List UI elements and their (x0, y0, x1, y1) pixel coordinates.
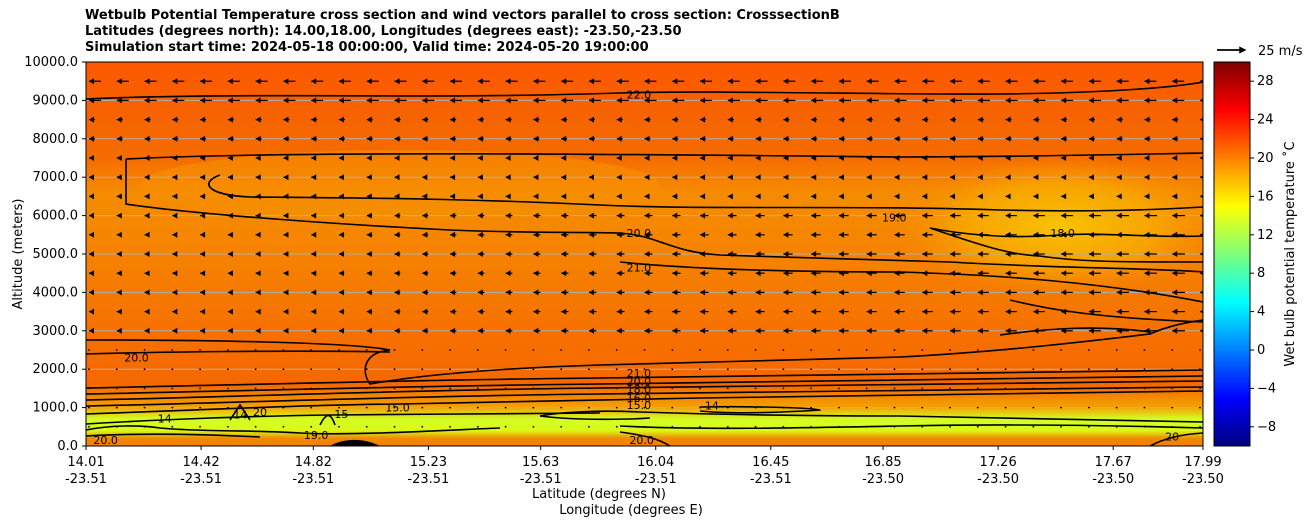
wind-vectors (88, 78, 1203, 428)
x-tick-label-lat: 14.42 (182, 455, 219, 470)
y-tick-label: 3000.0 (33, 324, 79, 339)
contour-label: 18.0 (627, 383, 652, 396)
x-tick-label-lat: 15.23 (410, 455, 447, 470)
contour-label: 14 (705, 400, 719, 413)
colorbar-label: Wet bulb potential temperature ˚C (1282, 141, 1298, 366)
colorbar-tick-label: 28 (1257, 74, 1274, 89)
x-tick-label-lat: 16.45 (752, 455, 789, 470)
x-tick-label-lon: -23.51 (635, 472, 677, 487)
colorbar: −8 −4 0 4 8 12 16 20 24 28 Wet bulb potential tem… (1213, 61, 1298, 447)
contour-label: 20.0 (93, 434, 118, 447)
x-tick-label-lon: -23.50 (1092, 472, 1134, 487)
contour-labels: 22.020.021.019.018.020.021.020.018.016.0… (93, 89, 1179, 448)
x-tick-label-lon: -23.50 (977, 472, 1019, 487)
contour-label: 18.0 (1050, 227, 1075, 240)
x-tick-label-lon: -23.51 (750, 472, 792, 487)
quiver-key: 25 m/s (1217, 44, 1303, 59)
x-tick-label-lat: 16.04 (637, 455, 674, 470)
x-tick-label-lat: 17.26 (980, 455, 1017, 470)
colorbar-tick-label: 16 (1257, 189, 1274, 204)
contour-label: 21.0 (627, 367, 652, 380)
y-tick-label: 9000.0 (33, 93, 79, 108)
contour-lines (86, 81, 1203, 446)
y-tick-label: 1000.0 (33, 401, 79, 416)
y-axis-label: Altitude (meters) (11, 199, 26, 310)
y-tick-label: 8000.0 (33, 132, 79, 147)
x-tick-label-lon: -23.50 (862, 472, 904, 487)
y-tick-label: 7000.0 (33, 170, 79, 185)
colorbar-tick-label: 20 (1257, 151, 1274, 166)
contour-label: 19.0 (882, 212, 907, 225)
colorbar-tick-label: −8 (1257, 420, 1276, 435)
contour-label: 22.0 (627, 89, 652, 102)
x-tick-label-lon: -23.50 (1182, 472, 1224, 487)
colorbar-tick-label: −4 (1257, 381, 1276, 396)
x-tick-label-lon: -23.51 (180, 472, 222, 487)
contour-label: 15.0 (627, 399, 652, 412)
contour-label: 20 (253, 406, 267, 419)
chart-title: Wetbulb Potential Temperature cross sect… (85, 8, 840, 56)
contour-label: 20.0 (627, 375, 652, 388)
x-tick-label-lon: -23.51 (520, 472, 562, 487)
title-line-3: Simulation start time: 2024-05-18 00:00:… (85, 40, 649, 55)
title-line-2: Latitudes (degrees north): 14.00,18.00, … (85, 24, 682, 39)
x-tick-label-lat: 16.85 (864, 455, 901, 470)
colorbar-tick-label: 4 (1257, 305, 1265, 320)
colorbar-tick-label: 12 (1257, 228, 1274, 243)
x-tick-label-lon: -23.51 (65, 472, 107, 487)
contour-label: 20.0 (124, 352, 149, 365)
x-tick-label-lon: -23.51 (407, 472, 449, 487)
x-tick-label-lat: 14.82 (295, 455, 332, 470)
contour-label: 20.0 (627, 227, 652, 240)
quiver-key-label: 25 m/s (1258, 44, 1303, 59)
y-tick-label: 0.0 (57, 439, 78, 454)
y-tick-label: 10000.0 (24, 55, 78, 70)
y-tick-label: 5000.0 (33, 247, 79, 262)
x-tick-label-lat: 15.63 (522, 455, 559, 470)
y-tick-label: 4000.0 (33, 285, 79, 300)
x-axis: 14.01 -23.51 14.42 -23.51 14.82 -23.51 15.23 -2… (65, 446, 1224, 487)
contour-label: 15.0 (385, 402, 410, 415)
contour-label: 20 (1165, 430, 1179, 443)
x-tick-label-lon: -23.51 (292, 472, 334, 487)
contour-label: 19.0 (304, 429, 329, 442)
contour-label: 14 (158, 412, 172, 425)
colorbar-tick-label: 24 (1257, 113, 1274, 128)
x-axis-label-lat: Latitude (degrees N) (532, 487, 666, 502)
title-line-1: Wetbulb Potential Temperature cross sect… (85, 8, 840, 23)
y-tick-label: 2000.0 (33, 362, 79, 377)
contour-label: 15 (334, 408, 348, 421)
contour-label: 20.0 (629, 434, 654, 447)
contour-label: 16.0 (627, 392, 652, 405)
x-axis-label-lon: Longitude (degrees E) (559, 503, 703, 518)
y-tick-label: 6000.0 (33, 209, 79, 224)
y-axis: 0.0 1000.0 2000.0 3000.0 4000.0 5000.0 6000.0 7… (24, 55, 86, 454)
contour-label: 14 (233, 409, 247, 422)
colorbar-tick-label: 0 (1257, 343, 1265, 358)
x-tick-label-lat: 17.67 (1095, 455, 1132, 470)
contour-label: 21.0 (627, 261, 652, 274)
x-tick-label-lat: 17.99 (1184, 455, 1221, 470)
colorbar-tick-label: 8 (1257, 266, 1265, 281)
x-tick-label-lat: 14.01 (67, 455, 104, 470)
